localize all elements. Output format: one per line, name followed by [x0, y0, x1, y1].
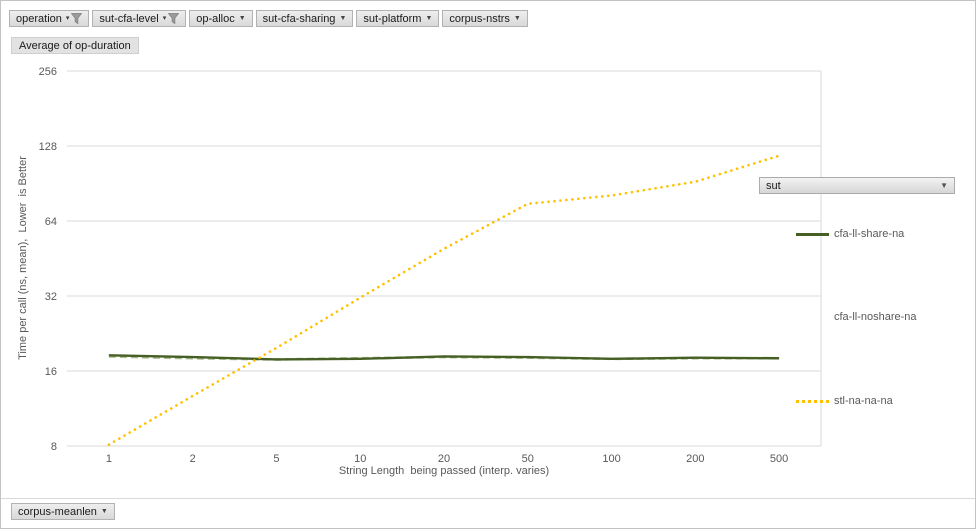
field-button-sut-cfa-sharing[interactable]: sut-cfa-sharing ▼ — [255, 10, 354, 27]
legend-entry-stl-na-na-na[interactable]: stl-na-na-na — [796, 395, 893, 407]
field-button-label: corpus-nstrs — [449, 12, 510, 25]
y-tick-label-128: 128 — [39, 141, 57, 153]
legend-line-sample-dotted-yellow — [796, 399, 829, 403]
y-tick-label-64: 64 — [45, 216, 57, 228]
legend-entry-cfa-ll-share-na[interactable]: cfa-ll-share-na — [796, 228, 904, 240]
series-line-cfa-ll-noshare-na — [108, 355, 780, 361]
x-tick-label-100: 100 — [602, 453, 620, 465]
field-button-op-alloc[interactable]: op-alloc ▼ — [189, 10, 253, 27]
field-button-label: operation — [16, 12, 62, 25]
dropdown-arrow-icon[interactable]: ▼ — [100, 508, 108, 515]
x-tick-label-200: 200 — [686, 453, 704, 465]
y-tick-label-32: 32 — [45, 291, 57, 303]
filter-funnel-icon — [71, 13, 83, 24]
legend-label: cfa-ll-noshare-na — [834, 311, 917, 323]
dropdown-arrow-icon[interactable]: ▼ — [425, 15, 433, 22]
y-tick-label-256: 256 — [39, 66, 57, 78]
y-axis-title: Time per call (ns, mean), Lower is Bette… — [17, 156, 29, 360]
value-field-label: Average of op-duration — [19, 39, 131, 52]
x-tick-label-5: 5 — [273, 453, 279, 465]
x-tick-label-2: 2 — [190, 453, 196, 465]
dropdown-arrow-icon[interactable]: ▼ — [513, 15, 521, 22]
x-tick-label-50: 50 — [522, 453, 534, 465]
field-button-label: sut-cfa-sharing — [262, 12, 336, 25]
field-button-sut-platform[interactable]: sut-platform ▼ — [356, 10, 440, 27]
dropdown-arrow-icon[interactable]: ▾ — [162, 15, 167, 22]
dropdown-arrow-icon[interactable]: ▾ — [65, 15, 70, 22]
axis-field-label: corpus-meanlen — [18, 505, 97, 518]
field-button-label: sut-platform — [363, 12, 422, 25]
y-tick-label-16: 16 — [45, 366, 57, 378]
dropdown-arrow-icon[interactable]: ▼ — [940, 181, 948, 190]
bottom-strip-divider — [1, 498, 975, 499]
filter-funnel-icon — [168, 13, 180, 24]
field-button-corpus-nstrs[interactable]: corpus-nstrs ▼ — [442, 10, 528, 27]
series-line-cfa-ll-share-na — [108, 354, 780, 361]
legend-field-button-sut[interactable]: sut ▼ — [759, 177, 955, 194]
series-line-stl-na-na-na — [107, 154, 781, 446]
field-button-operation[interactable]: operation ▾ — [9, 10, 90, 27]
x-tick-label-500: 500 — [770, 453, 788, 465]
x-tick-label-1: 1 — [106, 453, 112, 465]
axis-field-button-corpus-meanlen[interactable]: corpus-meanlen ▼ — [11, 503, 115, 520]
value-field-button[interactable]: Average of op-duration — [11, 37, 139, 54]
top-field-button-row: operation ▾ sut-cfa-level ▾ op-alloc ▼ s… — [9, 10, 528, 27]
field-button-label: op-alloc — [196, 12, 235, 25]
dropdown-arrow-icon[interactable]: ▼ — [339, 15, 347, 22]
legend-label: cfa-ll-share-na — [834, 228, 905, 240]
x-axis-title: String Length being passed (interp. vari… — [338, 465, 550, 477]
field-button-sut-cfa-level[interactable]: sut-cfa-level ▾ — [92, 10, 187, 27]
x-tick-label-20: 20 — [438, 453, 450, 465]
legend-entry-cfa-ll-noshare-na[interactable]: cfa-ll-noshare-na — [796, 311, 917, 323]
legend-line-sample-solid-green — [796, 232, 829, 236]
dropdown-arrow-icon[interactable]: ▼ — [238, 15, 246, 22]
field-button-label: sut-cfa-level — [99, 12, 159, 25]
legend-label: stl-na-na-na — [834, 395, 893, 407]
legend-field-label: sut — [766, 179, 781, 192]
x-tick-label-10: 10 — [354, 453, 366, 465]
y-tick-label-8: 8 — [51, 441, 57, 453]
